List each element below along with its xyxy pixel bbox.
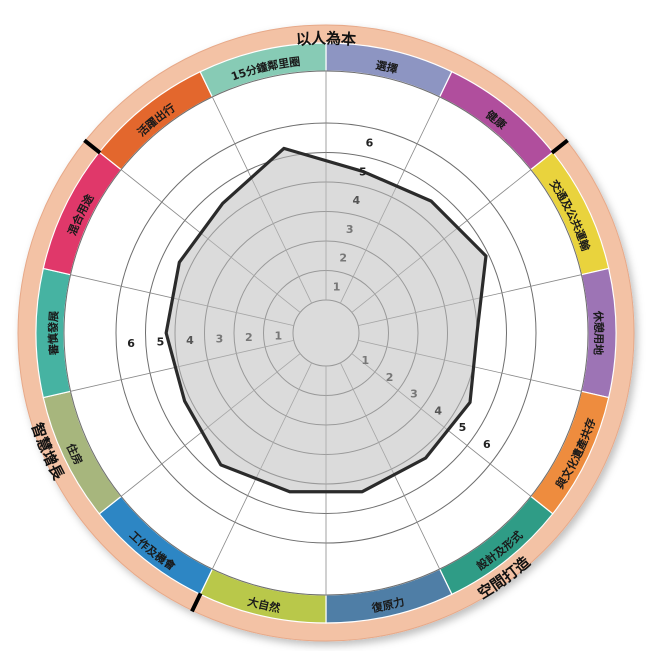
tick-label-lower-right: 6 — [483, 438, 491, 451]
tick-label-lower-right: 2 — [386, 371, 394, 384]
tick-label-top: 2 — [339, 252, 347, 265]
tick-label-left: 2 — [245, 331, 253, 344]
tick-label-top: 1 — [333, 280, 341, 293]
tick-label-lower-right: 3 — [410, 388, 418, 401]
tick-label-top: 6 — [366, 137, 374, 150]
tick-label-left: 1 — [274, 329, 282, 342]
tick-label-top: 4 — [352, 194, 360, 207]
category-label: 休憩用地 — [591, 310, 606, 356]
category-label-text: 休憩用地 — [591, 310, 606, 356]
tick-label-top: 3 — [346, 223, 354, 236]
tick-label-left: 4 — [186, 334, 194, 347]
tick-label-lower-right: 1 — [361, 354, 369, 367]
tick-label-top: 5 — [359, 165, 367, 178]
tick-label-lower-right: 4 — [434, 404, 442, 417]
tick-label-lower-right: 5 — [459, 421, 467, 434]
tick-label-left: 3 — [216, 333, 224, 346]
tick-label-left: 5 — [157, 336, 165, 349]
tick-label-left: 6 — [127, 337, 135, 350]
